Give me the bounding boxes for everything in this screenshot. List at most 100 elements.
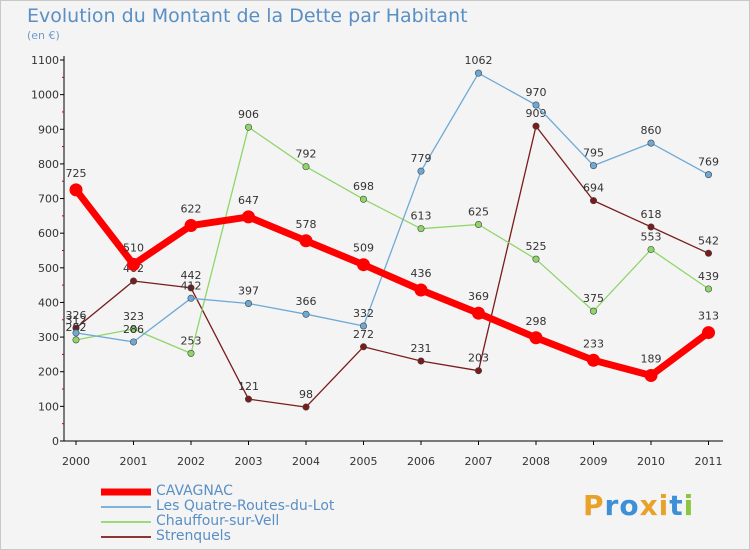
y-tick-label: 0 — [52, 435, 59, 448]
data-label: 375 — [583, 292, 604, 305]
data-point — [302, 310, 310, 318]
logo-letter: r — [604, 489, 620, 522]
legend-label: Strenquels — [156, 528, 231, 544]
y-tick-label: 400 — [38, 296, 59, 309]
chart-unit: (en €) — [27, 29, 60, 42]
data-point — [474, 69, 482, 77]
data-label: 769 — [698, 156, 719, 169]
data-point — [302, 163, 310, 171]
data-point — [359, 322, 367, 330]
y-tick-label: 1000 — [31, 89, 59, 102]
data-point — [589, 197, 597, 205]
y-tick-label: 200 — [38, 366, 59, 379]
data-point — [702, 326, 715, 340]
legend-label: CAVAGNAC — [156, 483, 233, 499]
data-point — [417, 357, 425, 365]
data-point — [299, 234, 313, 248]
chart-title: Evolution du Montant de la Dette par Hab… — [27, 5, 468, 27]
x-tick-label: 2006 — [407, 455, 435, 468]
y-tick-label: 500 — [38, 262, 59, 275]
data-label: 326 — [66, 309, 87, 322]
data-label: 189 — [641, 353, 662, 366]
data-label: 369 — [468, 290, 489, 303]
data-label: 286 — [123, 323, 144, 336]
data-label: 98 — [299, 388, 313, 401]
data-point — [130, 338, 138, 346]
data-point — [69, 183, 83, 197]
legend-label: Chauffour-sur-Vell — [156, 513, 280, 529]
data-label: 313 — [698, 310, 719, 323]
data-point — [532, 255, 540, 263]
data-point — [245, 299, 253, 307]
data-label: 323 — [123, 310, 144, 323]
logo-letter: i — [683, 489, 695, 522]
data-point — [704, 249, 712, 257]
series-line — [72, 186, 712, 379]
data-point — [187, 294, 195, 302]
logo-letter: x — [639, 489, 659, 522]
data-point — [184, 219, 198, 233]
data-label: 694 — [583, 182, 604, 195]
data-label: 970 — [526, 86, 547, 99]
y-tick-label: 800 — [38, 158, 59, 171]
data-label: 860 — [641, 124, 662, 137]
data-point — [357, 258, 370, 272]
data-point — [72, 329, 80, 337]
data-point — [72, 336, 80, 344]
series-line — [75, 125, 710, 408]
data-point — [587, 353, 600, 367]
y-tick-label: 700 — [38, 193, 59, 206]
data-label: 698 — [353, 180, 374, 193]
data-point — [242, 210, 255, 224]
data-point — [127, 257, 140, 271]
data-point — [647, 223, 655, 231]
data-label: 509 — [353, 242, 374, 255]
x-tick-label: 2007 — [465, 455, 493, 468]
data-label: 298 — [526, 315, 547, 328]
data-point — [474, 367, 482, 375]
data-label: 779 — [411, 152, 432, 165]
series-line — [75, 72, 710, 343]
y-tick-label: 900 — [38, 123, 59, 136]
data-point — [704, 171, 712, 179]
data-label: 231 — [411, 342, 432, 355]
data-label: 625 — [468, 206, 489, 219]
data-point — [589, 162, 597, 170]
y-tick-label: 600 — [38, 227, 59, 240]
x-tick-label: 2001 — [120, 455, 148, 468]
data-point — [647, 139, 655, 147]
data-label: 203 — [468, 352, 489, 365]
legend-label: Les Quatre-Routes-du-Lot — [156, 498, 335, 514]
data-point — [532, 122, 540, 130]
logo-letter: i — [658, 489, 670, 522]
x-tick-label: 2009 — [580, 455, 608, 468]
data-label: 292 — [66, 321, 87, 334]
data-label: 542 — [698, 234, 719, 247]
data-label: 553 — [641, 230, 662, 243]
data-point — [644, 369, 658, 383]
series-line — [75, 126, 710, 355]
data-label: 397 — [238, 284, 259, 297]
data-label: 436 — [411, 267, 432, 280]
x-tick-label: 2000 — [62, 455, 90, 468]
logo-letter: o — [619, 489, 640, 522]
y-tick-label: 300 — [38, 331, 59, 344]
x-tick-label: 2008 — [522, 455, 550, 468]
data-label: 412 — [181, 279, 202, 292]
data-point — [414, 283, 428, 297]
data-point — [647, 245, 655, 253]
data-label: 439 — [698, 270, 719, 283]
data-label: 578 — [296, 218, 317, 231]
data-point — [130, 325, 138, 333]
data-point — [187, 349, 195, 357]
x-tick-label: 2004 — [292, 455, 320, 468]
logo-letter: P — [583, 489, 605, 522]
data-label: 613 — [411, 210, 432, 223]
data-point — [245, 395, 253, 403]
x-tick-label: 2011 — [695, 455, 723, 468]
data-label: 618 — [641, 208, 662, 221]
data-point — [532, 101, 540, 109]
data-label: 795 — [583, 147, 604, 160]
